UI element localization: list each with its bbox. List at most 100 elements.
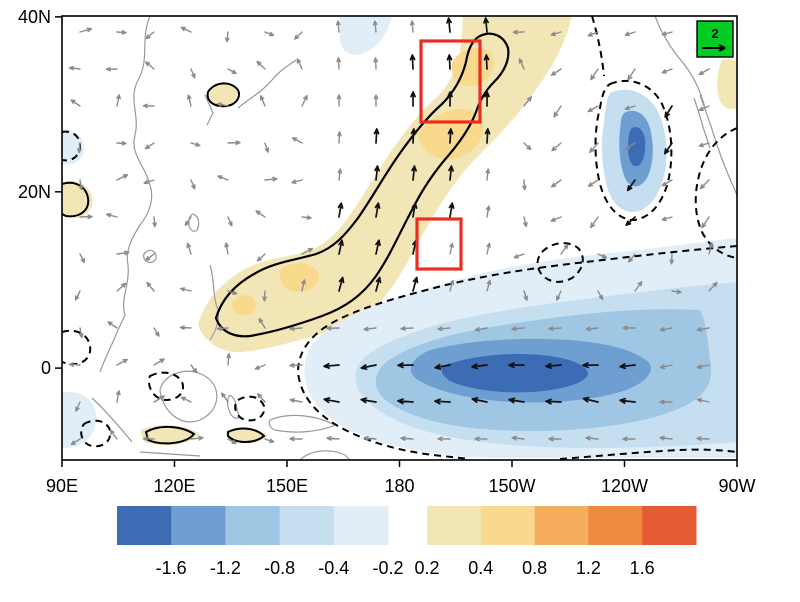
wind-vector-arrow (587, 179, 599, 187)
solid-contour-japan (206, 82, 240, 108)
wind-vector-arrow (585, 326, 599, 332)
wind-vector-arrow (289, 398, 303, 403)
wind-vector-arrow (301, 95, 308, 107)
wind-vector-arrow (116, 250, 130, 256)
wind-vector-arrow (597, 253, 608, 259)
wind-vector-arrow (589, 142, 599, 153)
anomaly-shading (62, 16, 737, 458)
wind-vector-arrow (553, 105, 562, 118)
wind-vector-arrow (116, 141, 127, 146)
wind-vector-arrow (78, 327, 84, 339)
wind-vector-arrow (659, 364, 673, 370)
wind-vector-arrow (550, 31, 562, 37)
x-axis: 90E 120E 150E 180 150W 120W 90W (46, 460, 756, 496)
wind-vector-arrow (68, 65, 81, 71)
wind-vector-arrow (79, 214, 93, 220)
wind-vector-arrow (190, 68, 196, 79)
colorbar-label: -0.4 (318, 558, 349, 578)
wind-vector-arrow (68, 362, 81, 367)
wind-vector-arrow (545, 398, 562, 405)
wind-vector-arrow (449, 242, 454, 255)
reference-vector-label: 2 (711, 26, 718, 41)
y-tick-label: 20N (18, 182, 51, 202)
coastline-australia-tip (299, 450, 351, 460)
wind-vector-arrow (190, 142, 201, 147)
wind-vector-arrow (152, 216, 157, 228)
coastline-new-guinea (268, 414, 337, 433)
wind-vector-arrow (259, 95, 266, 107)
wind-vector-arrow (622, 325, 636, 331)
wind-vector-arrow (523, 142, 532, 151)
wind-vector-arrow (661, 216, 673, 222)
wind-vector-arrow (336, 94, 342, 107)
wind-vector-arrow (397, 362, 414, 369)
reference-vector-box: 2 (696, 20, 734, 58)
wind-vector-arrow (372, 20, 378, 33)
wind-vector-arrow (412, 276, 419, 292)
coastline-gulf-california (699, 94, 717, 143)
colorbar-swatch (534, 506, 589, 545)
wind-vector-arrow (296, 58, 303, 70)
wind-vector-arrow (79, 253, 85, 264)
wind-vector-arrow (511, 435, 525, 441)
colorbar-label: 0.4 (468, 558, 493, 578)
wind-vector-arrow (698, 68, 710, 76)
wind-vector-arrow (190, 179, 196, 190)
coastline-borneo (159, 370, 218, 423)
wind-vector-arrow (627, 68, 636, 81)
x-tick-label: 120W (601, 476, 648, 496)
wind-vector-arrow (375, 239, 381, 255)
wind-vector-arrow (190, 364, 198, 374)
wind-vector-arrow (258, 317, 266, 329)
coastline-east-asia (99, 16, 153, 373)
wind-vector-arrow (264, 176, 278, 182)
x-tick-label: 90W (718, 476, 755, 496)
wind-vector-arrow (216, 326, 229, 331)
wind-vector-arrow (116, 174, 129, 181)
dashed-contour-from-top (591, 16, 605, 77)
colorbar-label: 0.8 (522, 558, 547, 578)
wind-vector-arrow (437, 326, 451, 332)
wind-vector-arrow (335, 20, 341, 33)
y-axis: 40N 20N 0 (18, 7, 62, 378)
wind-vector-arrow (485, 168, 491, 181)
colorbar-label: -0.8 (264, 558, 295, 578)
wind-vector-arrow (474, 327, 488, 332)
wind-vector-arrow (508, 397, 525, 404)
red-box-north (419, 39, 482, 124)
wind-vector-arrow (78, 179, 84, 191)
dashed-contour-ne-patch (594, 79, 673, 222)
wind-vector-arrow (227, 290, 238, 295)
wind-vector-arrow (624, 31, 636, 37)
wind-vector-arrow (264, 142, 270, 153)
wind-vector-arrow (582, 362, 599, 369)
wind-vector-arrow (409, 20, 415, 33)
wind-vector-arrow (74, 290, 81, 301)
wind-vector-arrow (446, 54, 453, 70)
wind-vector-arrow (227, 438, 237, 445)
wind-vector-arrow (326, 435, 340, 441)
wind-vector-arrow (590, 216, 599, 229)
wind-vector-arrow (374, 202, 381, 218)
wind-vector-arrow (448, 202, 455, 218)
wind-vector-arrow (217, 175, 229, 181)
solid-contour-indonesia (144, 426, 196, 445)
wind-vector-arrow (400, 436, 414, 441)
dashed-contour-sw1 (148, 371, 184, 402)
wind-vector-arrow (701, 216, 710, 229)
wind-vector-arrow (545, 362, 562, 369)
wind-vector-arrow (363, 435, 377, 441)
wind-vector-arrow (289, 362, 303, 368)
wind-vector-arrow (186, 242, 192, 255)
wind-vector-arrow (153, 327, 160, 337)
wind-vector-arrow (548, 436, 562, 442)
dashed-contour-sw3 (234, 395, 266, 422)
wind-vector-arrow (625, 216, 636, 226)
wind-anomaly-vectors (68, 17, 718, 446)
wind-vector-arrow (216, 102, 229, 107)
ne-cold-patch-core (628, 127, 646, 167)
coastline-japan (237, 59, 297, 109)
coastline-north-america (654, 16, 707, 113)
reference-vector-frame (696, 20, 734, 58)
